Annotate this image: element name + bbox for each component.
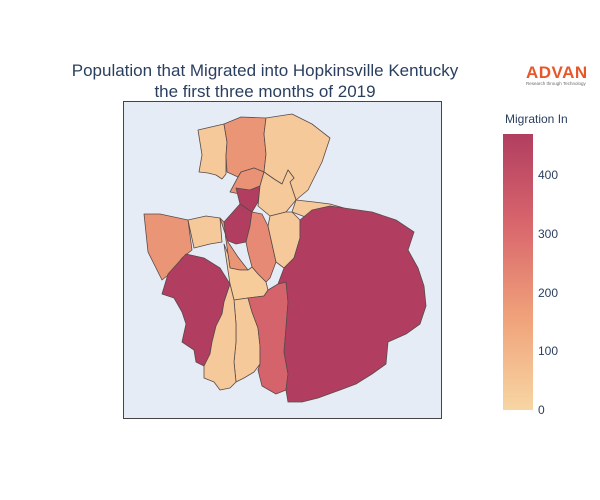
chart-title: Population that Migrated into Hopkinsvil… [0,60,530,102]
map-region-east-large-tract[interactable] [277,205,427,403]
logo-tagline: Research through Technology [526,81,586,86]
chart-title-line-1: Population that Migrated into Hopkinsvil… [71,61,459,80]
map-region-west-center-small-tract[interactable] [187,215,223,249]
advan-logo: ADVAN Research through Technology [526,64,596,87]
map-canvas[interactable] [124,102,442,419]
chart-title-line-2: the first three months of 2019 [154,82,376,101]
logo-wordmark: ADVAN [526,63,588,82]
choropleth-map[interactable] [123,101,442,419]
colorbar [503,134,533,410]
map-region-north-center-tract[interactable] [223,116,267,178]
map-region-south-tract[interactable] [203,283,237,391]
colorbar-tick-label: 300 [538,226,559,241]
map-region-north-west-tract[interactable] [197,123,228,180]
colorbar-tick-label: 400 [538,168,559,183]
colorbar-tick-label: 200 [538,285,559,300]
colorbar-gradient [503,134,533,410]
colorbar-title: Migration In [505,112,568,126]
colorbar-tick-label: 100 [538,344,559,359]
map-region-upper-mid-east-tract[interactable] [257,169,297,217]
colorbar-tick-label: 0 [538,403,545,417]
